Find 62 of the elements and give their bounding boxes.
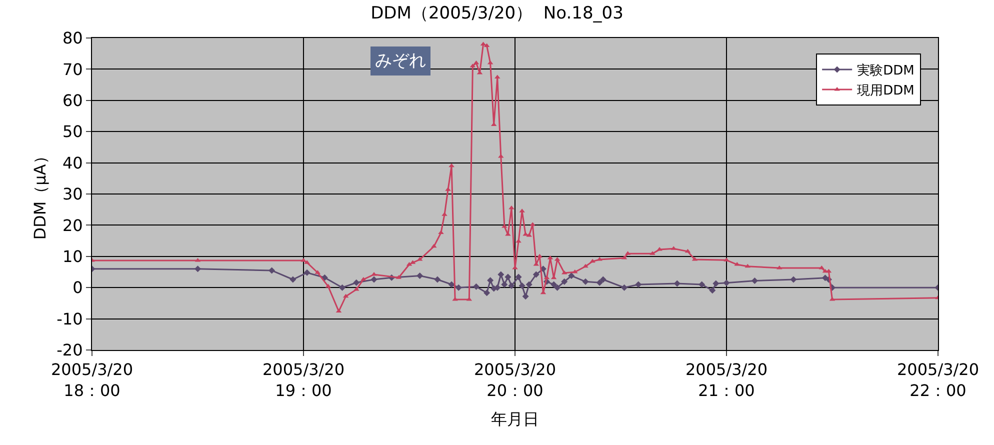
point xyxy=(504,274,512,280)
y-tick-label: -20 xyxy=(56,340,83,360)
x-tick-label: 2005/3/20 20：00 xyxy=(474,360,556,400)
y-tick-label: 50 xyxy=(62,122,83,142)
y-axis-title: DDM（μA） xyxy=(30,148,50,240)
y-tick-label: 30 xyxy=(62,184,83,204)
point xyxy=(532,271,540,278)
y-tick-label: -10 xyxy=(56,309,83,328)
point xyxy=(582,278,589,285)
point xyxy=(522,293,529,300)
y-tick-label: 10 xyxy=(62,247,83,266)
point xyxy=(712,280,720,287)
legend-label: 現用DDM xyxy=(857,84,914,99)
x-tick-label: 2005/3/20 19：00 xyxy=(262,360,345,400)
point xyxy=(621,284,628,291)
point xyxy=(698,281,706,288)
point xyxy=(790,276,797,283)
chart-title: DDM（2005/3/20） No.18_03 xyxy=(370,4,624,24)
annotation: みぞれ xyxy=(375,51,426,71)
point xyxy=(339,284,346,291)
point xyxy=(370,276,378,283)
point xyxy=(554,284,561,291)
x-tick-label: 2005/3/20 18：00 xyxy=(50,360,134,400)
legend-label: 実験DDM xyxy=(857,62,914,79)
x-axis-title: 年月日 xyxy=(491,410,539,429)
point xyxy=(487,277,494,284)
y-tick-label: 40 xyxy=(62,153,83,172)
point xyxy=(484,290,490,296)
point xyxy=(596,279,603,286)
point xyxy=(674,280,680,287)
point xyxy=(498,271,504,278)
point xyxy=(600,276,606,283)
point xyxy=(304,269,310,276)
point xyxy=(515,274,522,280)
y-tick-label: 80 xyxy=(62,28,83,48)
point xyxy=(353,279,360,286)
point xyxy=(494,284,501,291)
point xyxy=(455,284,462,291)
point xyxy=(472,283,480,290)
y-tick-label: 60 xyxy=(62,91,83,110)
y-tick-label: 20 xyxy=(62,216,83,235)
point xyxy=(635,281,642,288)
y-tick-label: 70 xyxy=(62,60,83,79)
point xyxy=(550,281,558,288)
point xyxy=(526,281,532,288)
point xyxy=(723,280,730,286)
x-tick-label: 2005/3/20 22：00 xyxy=(896,360,980,400)
point xyxy=(709,287,716,294)
y-tick-label: 0 xyxy=(72,278,83,298)
point xyxy=(751,277,758,284)
point xyxy=(194,266,201,272)
point xyxy=(561,278,568,285)
point xyxy=(416,272,424,279)
point xyxy=(501,281,508,288)
point xyxy=(268,267,276,274)
point xyxy=(448,281,455,288)
point xyxy=(290,276,296,283)
point xyxy=(434,276,441,283)
point xyxy=(568,272,575,279)
point xyxy=(508,282,515,289)
point xyxy=(518,282,526,289)
x-tick-label: 2005/3/20 21：00 xyxy=(685,360,768,400)
